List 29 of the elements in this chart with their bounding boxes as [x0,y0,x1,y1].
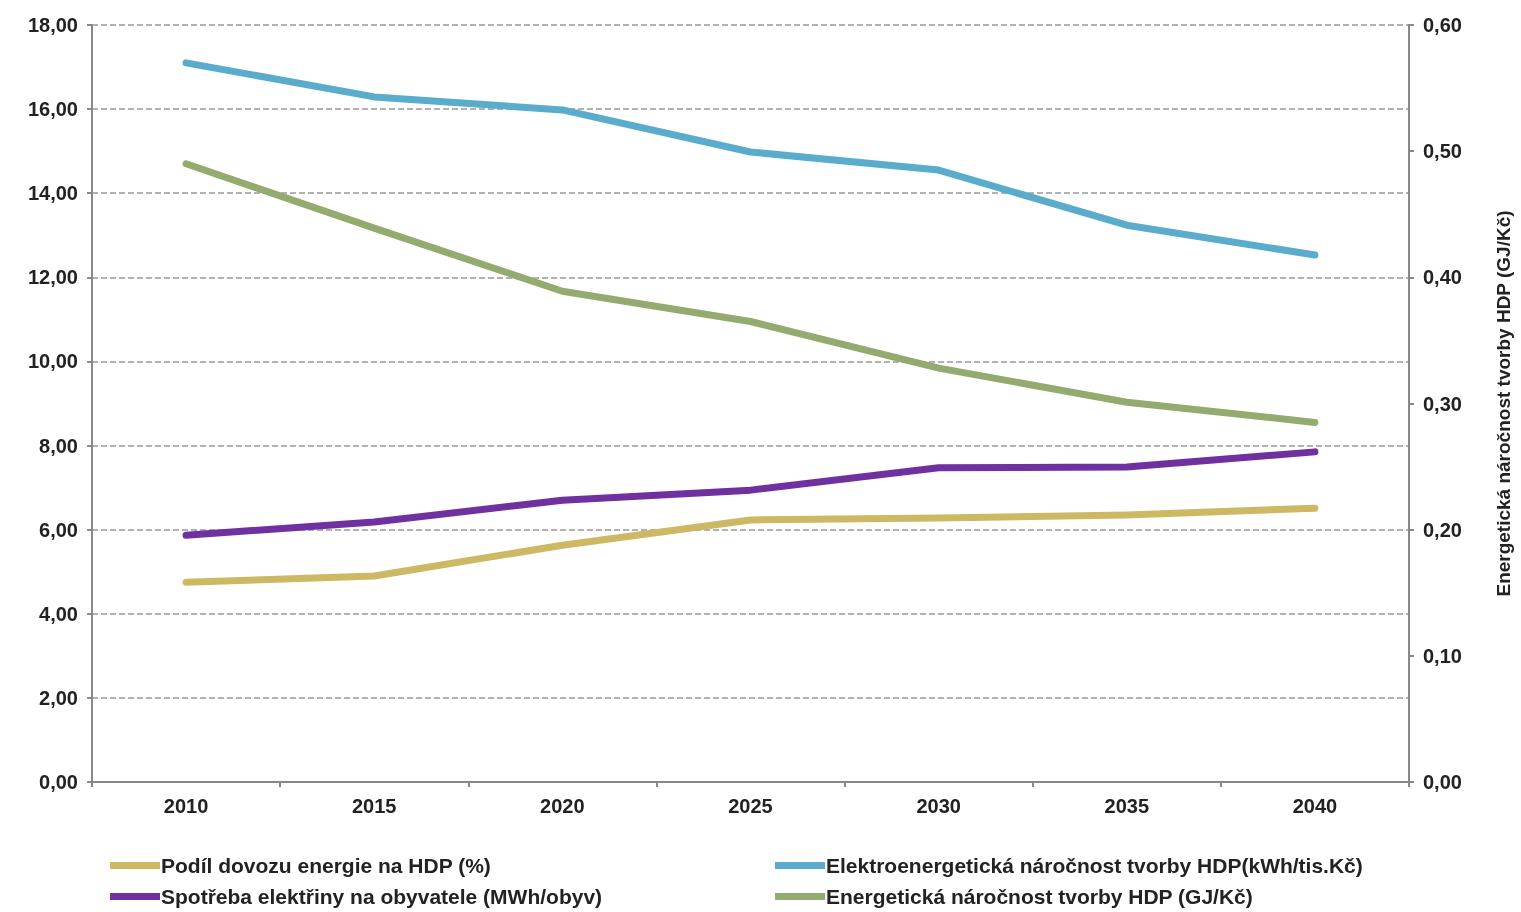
y2-tick-label: 0,00 [1423,771,1462,793]
y-tick-label: 18,00 [27,14,78,36]
y-tick-label: 8,00 [39,434,78,457]
y-tick-label: 0,00 [39,771,78,793]
legend-label: Energetická náročnost tvorby HDP (GJ/Kč) [826,885,1253,908]
y-tick-label: 14,00 [27,182,78,205]
y-tick-label: 16,00 [27,98,78,121]
y2-tick-label: 0,50 [1423,140,1462,163]
x-tick-label: 2030 [916,795,961,817]
legend-label: Spotřeba elektřiny na obyvatele (MWh/obyv) [161,885,603,908]
y-tick-label: 10,00 [27,350,78,373]
x-tick-label: 2035 [1104,795,1150,817]
y2-tick-label: 0,30 [1423,392,1462,415]
x-tick-label: 2040 [1292,795,1338,817]
y-tick-label: 12,00 [27,266,78,289]
y2-tick-label: 0,40 [1423,266,1462,289]
x-tick-label: 2010 [163,795,209,817]
y2-tick-label: 0,10 [1423,644,1462,667]
y-tick-label: 6,00 [39,518,78,541]
y2-axis-title: Energetická náročnost tvorby HDP (GJ/Kč) [1493,210,1514,597]
y2-tick-label: 0,60 [1423,14,1462,36]
legend-label: Podíl dovozu energie na HDP (%) [161,854,491,877]
x-tick-label: 2025 [728,795,773,817]
y-tick-label: 2,00 [39,686,78,709]
y2-tick-label: 0,20 [1423,518,1462,541]
x-tick-label: 2020 [540,795,585,817]
legend-label: Elektroenergetická náročnost tvorby HDP(kWh/tis.Kč) [826,854,1363,877]
x-tick-label: 2015 [351,795,397,817]
y-tick-label: 4,00 [39,602,78,625]
